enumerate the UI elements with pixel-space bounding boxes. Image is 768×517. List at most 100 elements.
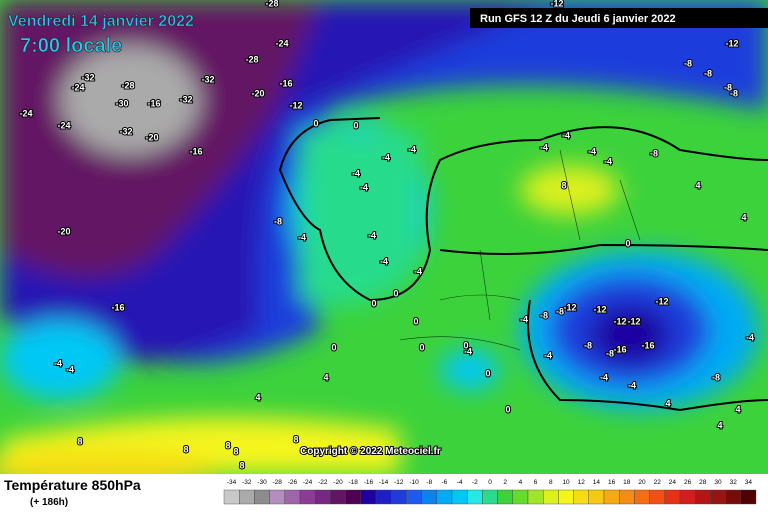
scale-swatch xyxy=(543,489,559,505)
map-label: -20 xyxy=(251,88,264,98)
copyright: Copyright © 2022 Meteociel.fr xyxy=(300,446,441,457)
scale-label: -20 xyxy=(333,479,343,486)
scale-label: 10 xyxy=(562,479,570,486)
map-label: -4 xyxy=(360,182,368,192)
map-label: -30 xyxy=(115,98,128,108)
scale-swatch xyxy=(497,489,514,505)
map-label: -12 xyxy=(725,38,738,48)
scale-label: 14 xyxy=(593,479,601,486)
scale-swatch xyxy=(482,489,498,505)
map-label: -8 xyxy=(274,216,282,226)
scale-label: 26 xyxy=(684,479,692,486)
scale-label: 8 xyxy=(549,479,553,486)
scale-swatch xyxy=(619,489,635,505)
borders xyxy=(399,149,641,351)
map-label: -4 xyxy=(54,358,62,368)
map-label: -24 xyxy=(71,82,84,92)
map-label: -28 xyxy=(245,54,258,64)
scale-label: -8 xyxy=(426,479,432,486)
map-label: -32 xyxy=(179,94,192,104)
scale-label: -32 xyxy=(242,479,252,486)
map-label: -4 xyxy=(352,168,360,178)
scale-label: -30 xyxy=(257,479,267,486)
map-label: -24 xyxy=(19,108,32,118)
scale-swatch xyxy=(254,489,270,505)
map-label: -8 xyxy=(606,348,614,358)
map-label: -16 xyxy=(641,340,654,350)
scale-swatch xyxy=(603,489,620,505)
map-label: -12 xyxy=(289,100,302,110)
lead-time: (+ 186h) xyxy=(30,497,68,508)
map-label: 4 xyxy=(741,212,746,222)
scale-label: 34 xyxy=(745,479,753,486)
map-label: 4 xyxy=(323,372,328,382)
scale-swatch xyxy=(238,489,255,505)
scale-label: -6 xyxy=(442,479,448,486)
scale-label: 20 xyxy=(638,479,646,486)
scale-swatch xyxy=(679,489,696,505)
scale-swatch xyxy=(223,489,240,505)
scale-label: -22 xyxy=(318,479,328,486)
scale-swatch xyxy=(421,489,438,505)
map-label: -8 xyxy=(704,68,712,78)
scale-label: -12 xyxy=(394,479,404,486)
map-label: -32 xyxy=(119,126,132,136)
scale-label: 12 xyxy=(578,479,586,486)
coastlines xyxy=(278,117,768,412)
map-label: -8 xyxy=(712,372,720,382)
scale-label: 2 xyxy=(503,479,507,486)
map-label: 8 xyxy=(233,446,238,456)
map-label: 4 xyxy=(665,398,670,408)
map-label: -4 xyxy=(520,314,528,324)
map-label: 4 xyxy=(695,180,700,190)
map-label: -8 xyxy=(684,58,692,68)
map-label: -24 xyxy=(57,120,70,130)
map-label: -8 xyxy=(650,148,658,158)
scale-label: 6 xyxy=(534,479,538,486)
scale-label: 4 xyxy=(519,479,523,486)
map-label: -4 xyxy=(628,380,636,390)
map-label: -8 xyxy=(584,340,592,350)
scale-swatch xyxy=(573,489,589,505)
scale-swatch xyxy=(436,489,453,505)
map-label: 0 xyxy=(625,238,630,248)
map-label: 0 xyxy=(353,120,358,130)
map-label: -4 xyxy=(562,130,570,140)
map-label: -8 xyxy=(556,306,564,316)
map-label: -12 xyxy=(593,304,606,314)
map-label: -12 xyxy=(655,296,668,306)
footer-title: Température 850hPa xyxy=(4,477,141,493)
scale-swatch xyxy=(725,489,741,505)
map-label: -4 xyxy=(298,232,306,242)
map-label: -16 xyxy=(279,78,292,88)
scale-swatch xyxy=(710,489,726,505)
map-label: -4 xyxy=(544,350,552,360)
map-label: 0 xyxy=(463,340,468,350)
local-time: 7:00 locale xyxy=(20,35,122,57)
scale-label: 32 xyxy=(730,479,738,486)
map-label: -12 xyxy=(563,302,576,312)
scale-label: 0 xyxy=(488,479,492,486)
scale-swatch xyxy=(406,489,422,505)
scale-label: -10 xyxy=(409,479,419,486)
scale-label: -34 xyxy=(227,479,237,486)
scale-swatch xyxy=(269,489,286,505)
scale-label: 28 xyxy=(699,479,707,486)
map-label: -4 xyxy=(414,266,422,276)
map-label: 0 xyxy=(419,342,424,352)
map-label: -32 xyxy=(81,72,94,82)
scale-swatch xyxy=(467,489,483,505)
map-label: -28 xyxy=(121,80,134,90)
map-label: -32 xyxy=(201,74,214,84)
scale-swatch xyxy=(558,489,574,505)
map-label: 0 xyxy=(313,118,318,128)
map-label: -12 xyxy=(627,316,640,326)
map-label: 0 xyxy=(371,298,376,308)
scale-swatch xyxy=(345,489,362,505)
map-label: -16 xyxy=(111,302,124,312)
map-label: -16 xyxy=(147,98,160,108)
map-label: -8 xyxy=(730,88,738,98)
map-label: -12 xyxy=(613,316,626,326)
map-label: 0 xyxy=(413,316,418,326)
